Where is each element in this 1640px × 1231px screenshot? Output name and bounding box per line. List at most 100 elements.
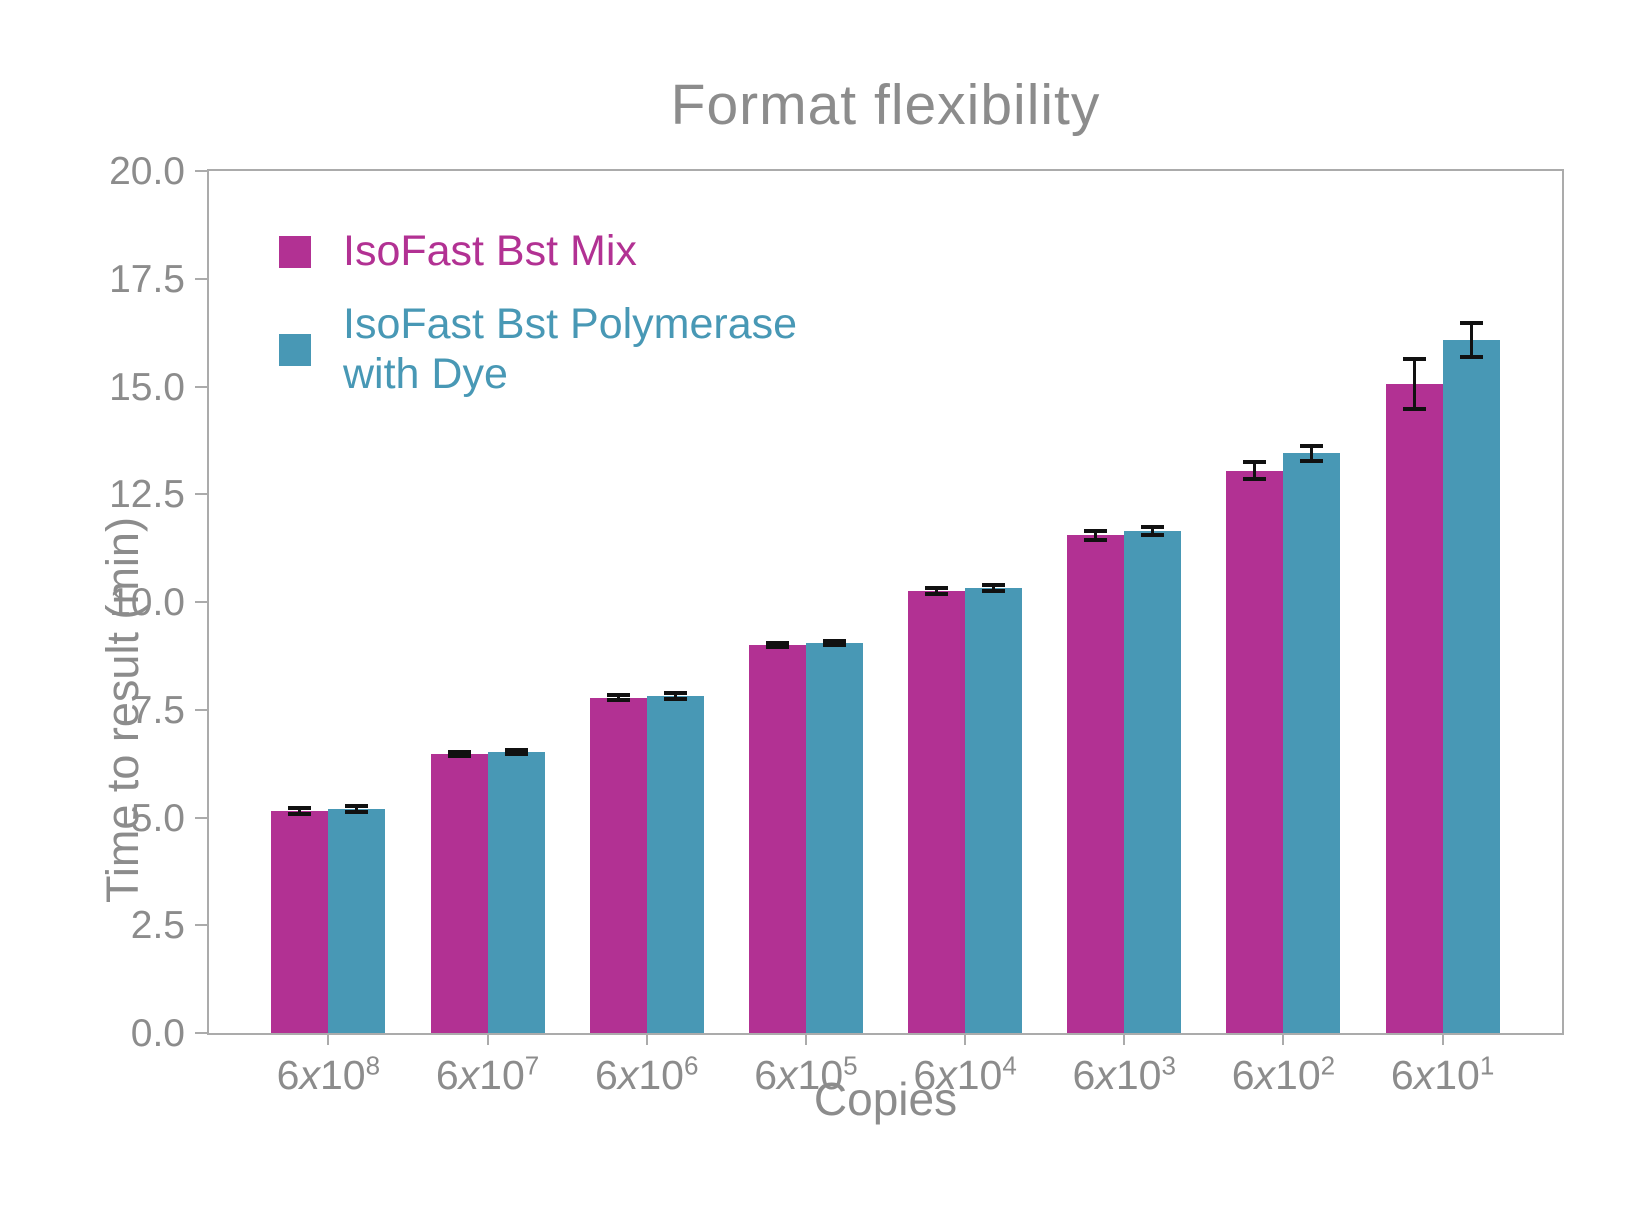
error-bar-line [673,693,677,699]
legend-item-2: IsoFast Bst Polymerase with Dye [279,300,843,399]
bar-series2-group6 [1124,530,1182,1033]
bar-series1-group7 [1226,470,1284,1033]
y-tick-label: 15.0 [109,365,185,409]
bar-series1-group6 [1067,535,1125,1033]
x-tick-mark [1282,1033,1285,1045]
error-bar-line [1412,359,1416,410]
x-tick-label: 6x102 [1231,1050,1336,1098]
bar-series2-group7 [1283,453,1341,1033]
bar-series1-group5 [908,591,966,1033]
error-bar-line [616,695,620,701]
y-tick-label: 10.0 [109,581,185,624]
y-tick-mark [195,1032,207,1034]
y-tick-label: 2.5 [130,904,185,948]
error-bar-cap-bottom [822,643,846,648]
error-bar-line [514,749,518,755]
x-tick-label: 6x104 [913,1050,1017,1098]
x-tick-label: 6x105 [754,1050,858,1098]
y-tick-mark [195,816,207,819]
error-bar-line [457,751,461,756]
error-bar-cap-bottom [288,812,312,817]
y-tick-mark [195,170,207,172]
bar-series2-group2 [487,752,545,1033]
error-bar-cap-bottom [1084,537,1108,542]
error-bar-cap-top [288,806,312,811]
error-bar-cap-bottom [982,589,1006,594]
error-bar-cap-top [1459,320,1483,325]
x-tick-mark [486,1033,489,1045]
y-tick-mark [195,493,207,496]
bar-series2-group1 [328,808,386,1033]
error-bar-line [298,808,302,815]
y-tick-mark [195,385,207,388]
error-bar-cap-top [1402,357,1426,362]
legend: IsoFast Bst Mix IsoFast Bst Polymerase wi… [279,227,843,399]
legend-label-2: IsoFast Bst Polymerase with Dye [343,300,798,398]
error-bar-cap-top [765,640,789,645]
error-bar-line [1253,461,1257,480]
x-tick-mark [645,1033,648,1045]
x-tick-label: 6x107 [435,1050,540,1098]
x-tick-label: 6x101 [1390,1050,1495,1098]
plot-area: IsoFast Bst Mix IsoFast Bst Polymerase wi… [109,152,1564,1096]
error-bar-cap-bottom [1459,355,1483,360]
error-bar-cap-bottom [1141,533,1165,538]
bar-series2-group4 [805,642,863,1033]
bar-series2-group8 [1442,339,1500,1033]
legend-swatch-1 [279,235,311,268]
y-tick-label: 20.0 [109,150,185,193]
x-tick-label: 6x103 [1072,1050,1176,1098]
error-bar-line [1310,445,1314,461]
x-tick-mark [1123,1033,1126,1045]
error-bar-cap-top [982,583,1006,588]
error-bar-cap-bottom [1243,477,1267,482]
bar-series1-group1 [271,811,329,1033]
error-bar-cap-bottom [1402,407,1426,412]
y-tick-label: 17.5 [109,257,185,301]
error-bar-cap-bottom [663,696,687,701]
legend-label-1: IsoFast Bst Mix [343,227,637,275]
y-tick-label: 5.0 [130,796,185,840]
error-bar-line [775,642,779,648]
error-bar-line [832,640,836,646]
bar-series1-group3 [589,697,647,1033]
x-tick-mark [804,1033,807,1045]
y-tick-label: 12.5 [109,473,185,517]
bar-series1-group8 [1385,384,1443,1033]
legend-item-1: IsoFast Bst Mix [279,227,843,276]
error-bar-cap-top [663,691,687,696]
error-bar-line [1151,526,1155,536]
legend-swatch-2 [279,333,311,366]
error-bar-line [355,805,359,812]
y-tick-mark [195,924,207,927]
x-tick-mark [327,1033,330,1045]
error-bar-cap-top [822,638,846,643]
error-bar-line [1469,322,1473,358]
chart-title: Format flexibility [670,73,1101,137]
y-tick-label: 7.5 [130,688,185,732]
error-bar-cap-top [1243,459,1267,464]
error-bar-cap-top [447,749,471,754]
y-tick-mark [195,277,207,280]
y-tick-label: 0.0 [130,1012,185,1055]
x-tick-mark [1441,1033,1444,1045]
x-tick-label: 6x106 [595,1050,699,1098]
bar-series2-group5 [965,588,1023,1033]
error-bar-line [1094,530,1098,540]
x-axis-label: Copies [813,1073,958,1125]
error-bar-cap-bottom [1300,458,1324,463]
y-tick-mark [195,601,207,603]
error-bar-cap-bottom [606,698,630,703]
error-bar-cap-bottom [925,592,949,597]
error-bar-cap-top [1300,443,1324,448]
bar-series2-group3 [646,695,704,1033]
error-bar-cap-bottom [504,752,528,757]
error-bar-cap-top [1141,524,1165,529]
error-bar-cap-top [1084,528,1108,533]
error-bar-cap-top [504,747,528,752]
error-bar-cap-top [345,803,369,808]
error-bar-cap-top [925,586,949,591]
error-bar-cap-bottom [345,809,369,814]
error-bar-cap-bottom [765,645,789,650]
